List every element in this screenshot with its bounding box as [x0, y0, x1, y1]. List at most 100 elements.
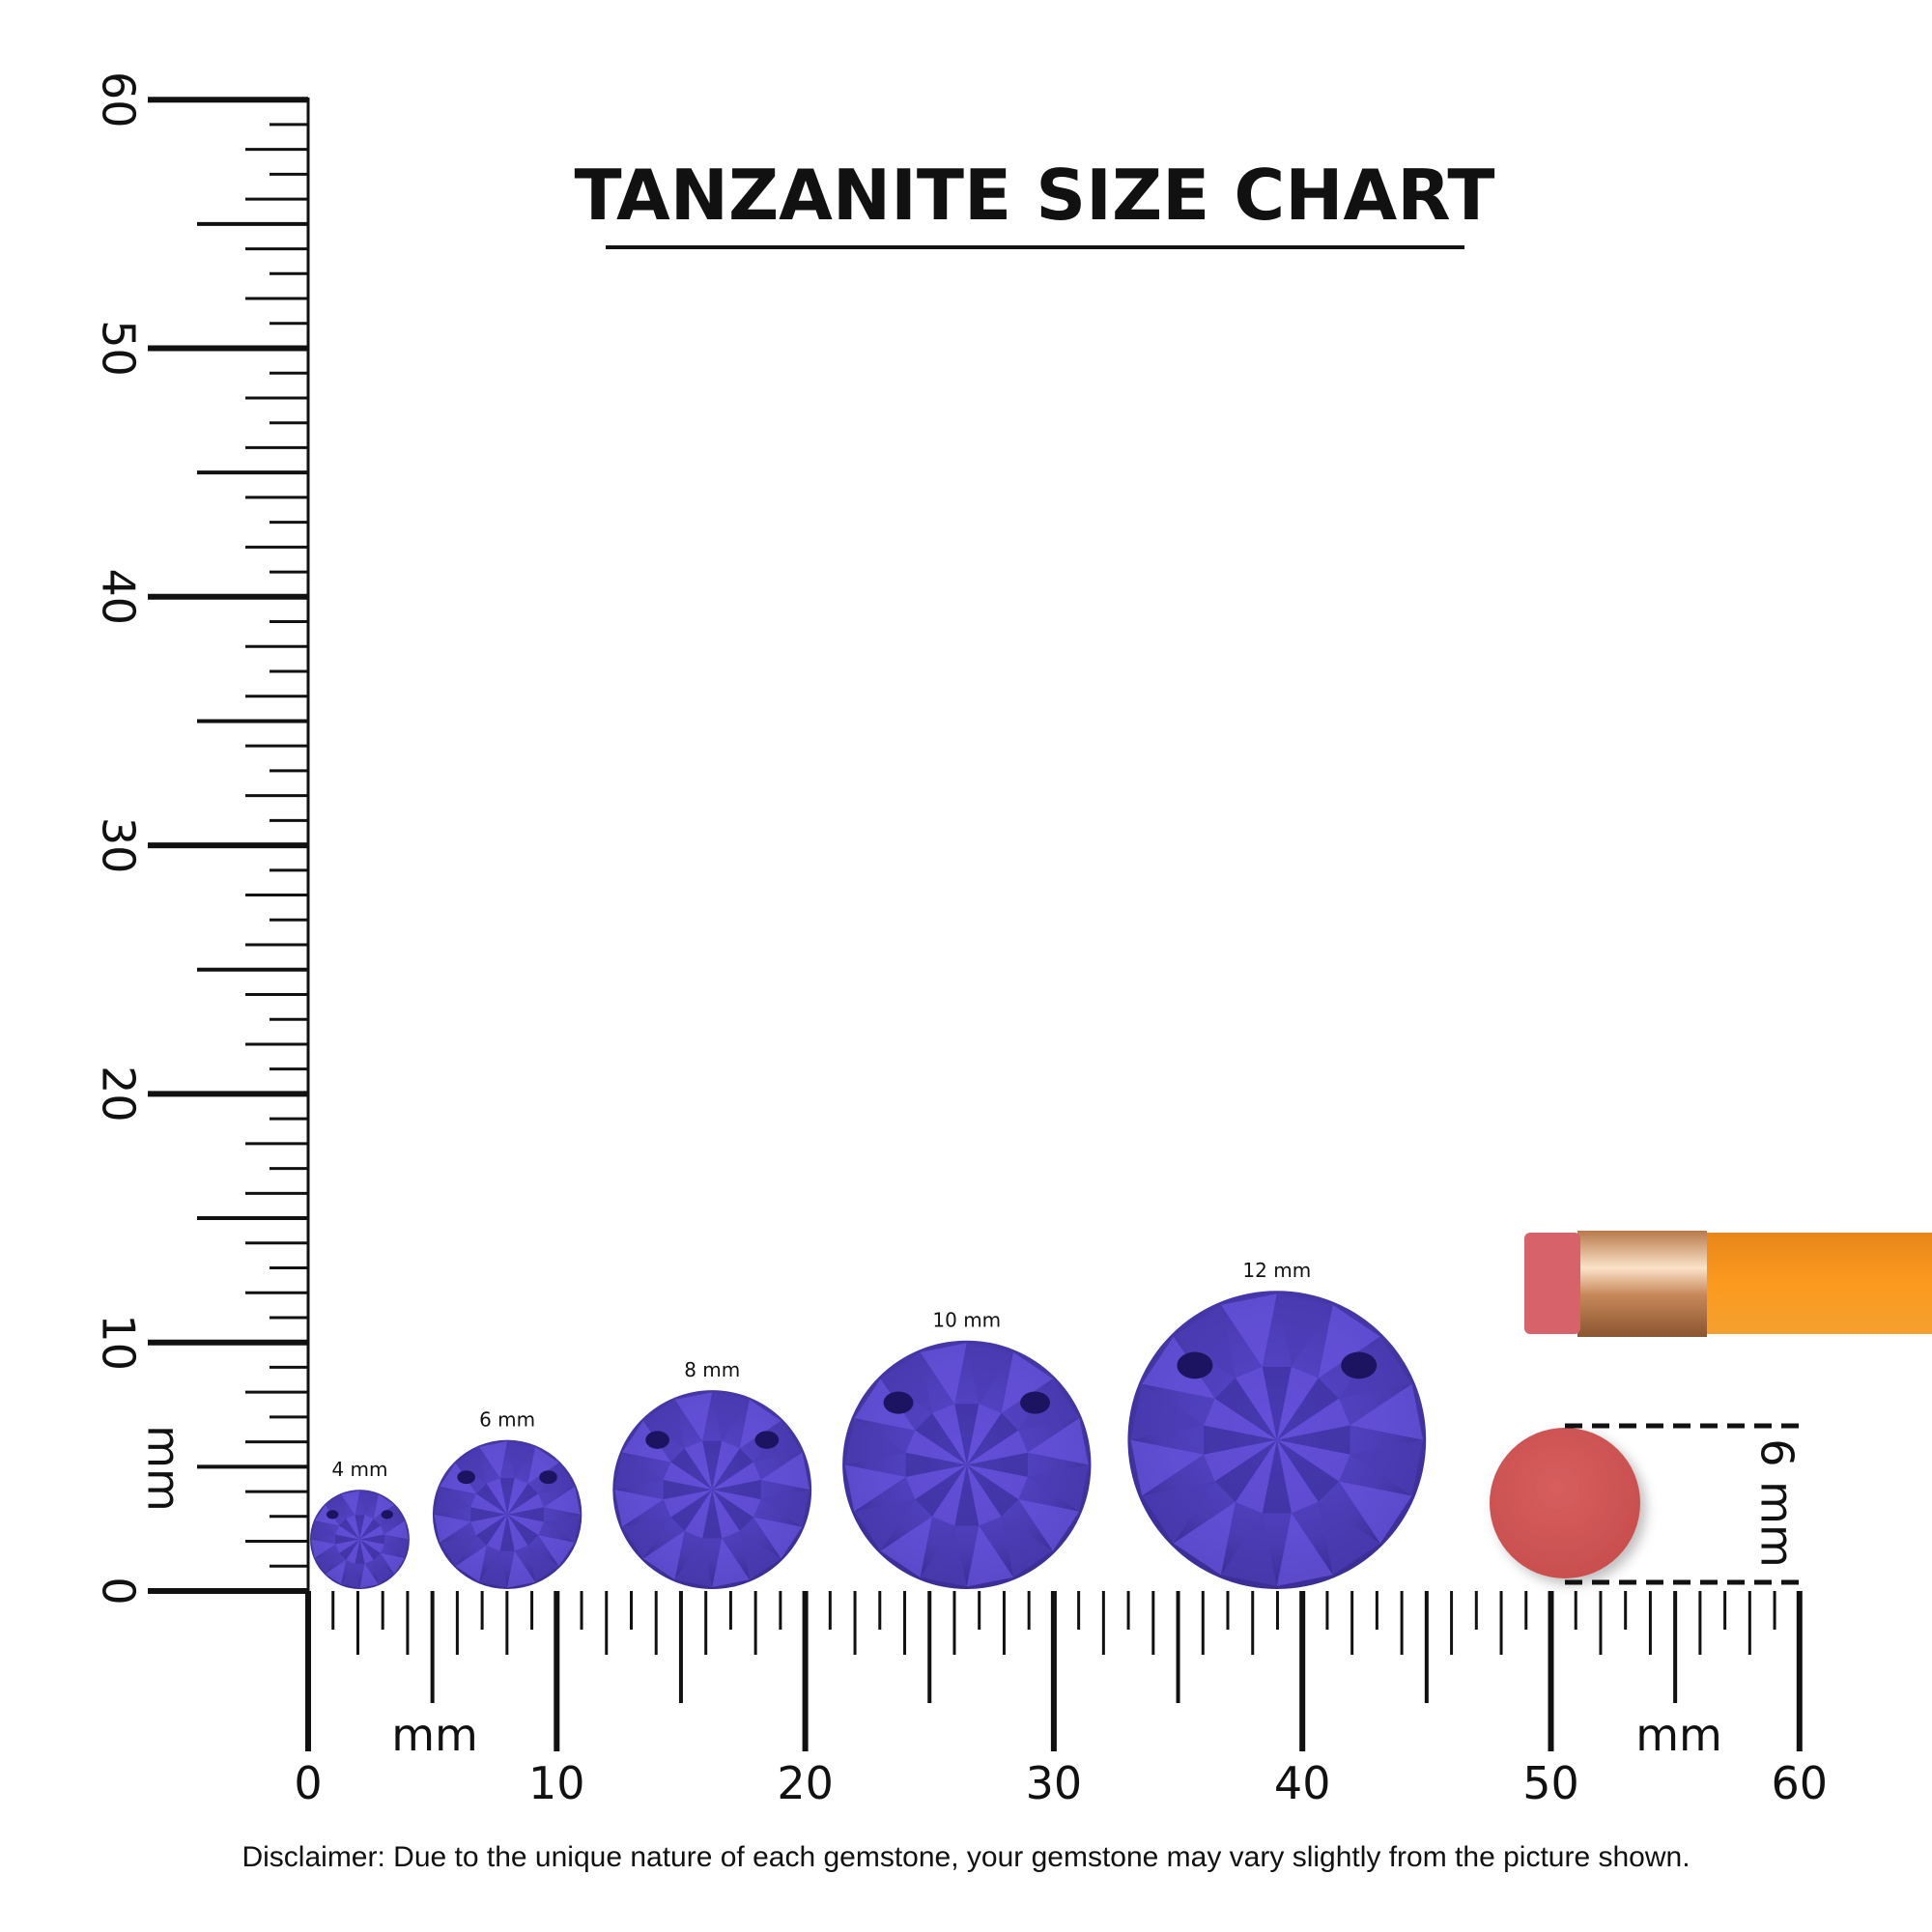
gem-12mm: 12 mm [1127, 1259, 1427, 1589]
gem-facet [739, 1530, 781, 1580]
gem-facet [380, 1552, 406, 1575]
gem-facet [905, 1452, 967, 1477]
gem-facet [932, 1464, 967, 1526]
gem-facet [1276, 1398, 1350, 1440]
gem-facet [470, 1507, 508, 1522]
gem-facet [359, 1534, 384, 1545]
gem-facet [507, 1550, 536, 1588]
gem-facet [932, 1404, 967, 1465]
vertical-tick-label: 50 [93, 320, 145, 377]
gem-facet [341, 1563, 360, 1588]
gem-facet [476, 1483, 508, 1515]
gem-size-label: 6 mm [479, 1408, 535, 1432]
gem-facet [966, 1452, 1028, 1477]
gem-facet [712, 1538, 750, 1587]
gem-8mm: 8 mm [612, 1358, 812, 1589]
gem-facet [507, 1514, 539, 1546]
vertical-tick-label: 40 [93, 569, 145, 626]
gem-facet [1204, 1398, 1277, 1440]
gem-facet [712, 1440, 740, 1491]
gem-facet [712, 1490, 740, 1539]
gem-facet [684, 1440, 713, 1491]
gem-facet [325, 1493, 347, 1520]
gem-facet [702, 1440, 723, 1491]
vertical-unit-label: mm [138, 1425, 190, 1512]
gem-facet [507, 1514, 528, 1551]
gem-facet [355, 1539, 365, 1564]
gem-facet [455, 1545, 487, 1582]
gem-facet [954, 1404, 980, 1465]
gem-facet [499, 1477, 515, 1515]
gem-facet [1276, 1513, 1333, 1586]
gem-facet [614, 1490, 664, 1527]
gem-6mm: 6 mm [432, 1408, 582, 1590]
gem-facet [1018, 1499, 1080, 1551]
gem-facet [760, 1452, 810, 1491]
gem-facet [479, 1550, 508, 1588]
gem-facet [712, 1448, 754, 1491]
gem-facet [844, 1464, 906, 1512]
gem-facet [335, 1539, 360, 1553]
gem-facet [359, 1563, 379, 1588]
gem-facet [966, 1404, 1002, 1465]
gem-facet [1204, 1425, 1277, 1455]
gem-10mm: 10 mm [842, 1309, 1092, 1589]
gem-facet [507, 1493, 544, 1515]
gem-facet [1027, 1418, 1089, 1465]
gem-facet [712, 1392, 750, 1441]
horizontal-tick-label: 50 [1522, 1757, 1579, 1809]
horizontal-tick-label: 10 [528, 1757, 585, 1809]
gem-facet [346, 1515, 360, 1540]
gem-facet [384, 1520, 409, 1540]
gem-facet [1173, 1501, 1236, 1576]
gem-facet [1130, 1383, 1205, 1440]
gem-facet [440, 1535, 477, 1567]
gem-facet [1235, 1439, 1277, 1514]
gem-facet [1142, 1481, 1215, 1544]
gem-shadow-facet [457, 1470, 475, 1485]
title-underline [606, 245, 1464, 249]
gem-facet [905, 1464, 967, 1500]
gem-size-label: 8 mm [684, 1358, 740, 1381]
gem-facet [507, 1514, 544, 1536]
gem-facet [1339, 1481, 1412, 1544]
gem-shadow-facet [1341, 1351, 1378, 1379]
gem-shadow-facet [754, 1431, 780, 1449]
vertical-tick-label: 0 [93, 1577, 145, 1605]
gem-facet [966, 1464, 1002, 1526]
gem-facet [915, 1412, 967, 1465]
gem-facet [854, 1499, 916, 1551]
gem-facet [527, 1545, 559, 1582]
gem-facet [1276, 1439, 1350, 1482]
gem-facet [1276, 1425, 1350, 1455]
gem-facet [966, 1343, 1014, 1405]
gem-facet [341, 1491, 360, 1516]
eraser-size-label: 6 mm [1751, 1438, 1804, 1568]
vertical-tick-label: 10 [93, 1314, 145, 1371]
gem-facet [311, 1520, 336, 1540]
gem-facet [470, 1514, 508, 1536]
vertical-ruler: 0 10 20 30 40 50 60 [93, 71, 310, 1605]
gem-facet [684, 1490, 713, 1539]
gem-facet [339, 1519, 360, 1540]
gem-facet [499, 1514, 515, 1551]
gem-facet [486, 1514, 508, 1551]
gem-facet [1276, 1293, 1333, 1367]
gem-4mm: 4 mm [310, 1458, 410, 1590]
gem-facet [880, 1516, 933, 1577]
gem-facet [314, 1552, 340, 1575]
gem-size-label: 12 mm [1242, 1259, 1311, 1282]
gem-shadow-facet [645, 1431, 669, 1449]
gem-facet [712, 1490, 754, 1531]
gem-facet [753, 1517, 803, 1559]
gem-facet [335, 1534, 360, 1545]
gem-facet [359, 1491, 379, 1516]
pencil-image [1524, 1231, 1932, 1337]
gem-facet [479, 1441, 508, 1478]
gem-facet [359, 1539, 384, 1553]
gem-facet [434, 1486, 471, 1515]
vertical-tick-label: 20 [93, 1065, 145, 1122]
pencil-eraser [1524, 1233, 1580, 1334]
gem-shadow-facet [326, 1510, 339, 1520]
